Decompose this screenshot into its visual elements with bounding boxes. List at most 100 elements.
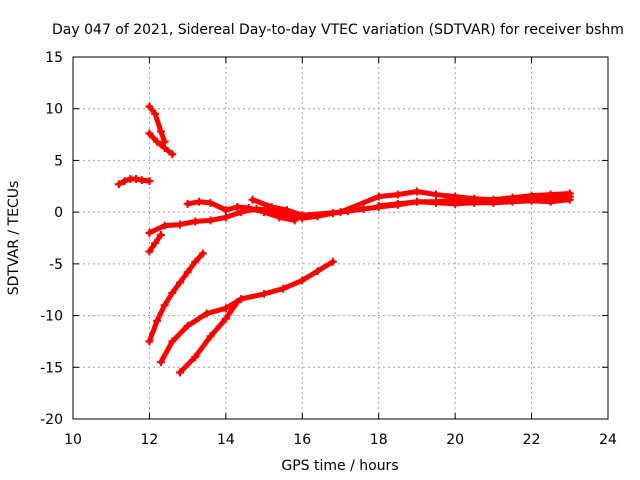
- data-point-marker: [374, 201, 383, 210]
- data-point-marker: [374, 192, 383, 201]
- data-point-marker: [156, 127, 165, 136]
- y-tick-label: 5: [54, 153, 63, 169]
- data-series: [114, 102, 574, 377]
- data-point-marker: [151, 109, 160, 118]
- data-point-marker: [393, 199, 402, 208]
- y-axis-label: SDTVAR / TECUs: [6, 181, 22, 296]
- series-trace: [146, 131, 175, 157]
- x-tick-label: 24: [599, 432, 617, 448]
- series-arc-low-rise: [176, 298, 242, 377]
- data-point-marker: [489, 198, 498, 207]
- x-axis-label: GPS time / hours: [281, 458, 398, 474]
- data-point-marker: [451, 199, 460, 208]
- data-point-marker: [145, 177, 154, 186]
- data-point-marker: [168, 337, 177, 346]
- data-point-marker: [145, 337, 154, 346]
- series-trace: [146, 104, 168, 145]
- data-point-marker: [206, 198, 215, 207]
- data-point-marker: [432, 198, 441, 207]
- series-arc-high-decay: [145, 129, 177, 159]
- series-arc-late-upper: [248, 187, 574, 220]
- y-tick-label: 15: [45, 50, 63, 66]
- data-point-marker: [298, 211, 307, 220]
- data-point-marker: [206, 216, 215, 225]
- data-point-marker: [267, 202, 276, 211]
- data-point-marker: [359, 205, 368, 214]
- data-point-marker: [168, 288, 177, 297]
- data-point-marker: [191, 217, 200, 226]
- y-tick-label: -5: [49, 257, 63, 273]
- x-tick-label: 14: [217, 432, 235, 448]
- data-point-marker: [233, 298, 242, 307]
- data-point-marker: [221, 314, 230, 323]
- series-arc-steep-rise: [145, 249, 207, 346]
- data-point-marker: [191, 257, 200, 266]
- chart-title: Day 047 of 2021, Sidereal Day-to-day VTE…: [52, 22, 624, 38]
- series-arc-early-cluster: [114, 175, 154, 189]
- data-point-marker: [508, 197, 517, 206]
- data-point-marker: [470, 198, 479, 207]
- y-tick-label: 10: [45, 102, 63, 118]
- data-point-marker: [153, 137, 162, 146]
- x-tick-label: 10: [64, 432, 82, 448]
- data-point-marker: [412, 187, 421, 196]
- data-point-marker: [565, 195, 574, 204]
- data-point-marker: [393, 190, 402, 199]
- data-point-marker: [120, 177, 129, 186]
- data-point-marker: [176, 368, 184, 377]
- data-point-marker: [114, 180, 123, 189]
- x-tick-label: 18: [370, 432, 388, 448]
- grid-lines: [73, 57, 608, 419]
- series-trace: [250, 189, 573, 218]
- data-point-marker: [290, 216, 299, 225]
- data-point-marker: [328, 257, 337, 266]
- data-point-marker: [156, 358, 165, 367]
- y-tick-label: -20: [40, 412, 63, 428]
- series-arc-late-lower: [374, 195, 574, 210]
- y-tick-label: 0: [54, 205, 63, 221]
- data-point-marker: [191, 352, 200, 361]
- data-point-marker: [298, 276, 307, 285]
- data-point-marker: [153, 316, 162, 325]
- data-point-marker: [145, 102, 154, 111]
- data-point-marker: [145, 228, 154, 237]
- data-point-marker: [546, 190, 555, 199]
- data-point-marker: [283, 206, 291, 215]
- axis-ticks: [72, 56, 609, 420]
- data-point-marker: [176, 220, 184, 229]
- data-point-marker: [198, 249, 207, 258]
- data-point-marker: [132, 175, 141, 184]
- series-arc-high-short: [145, 102, 169, 146]
- data-point-marker: [233, 202, 242, 211]
- data-point-marker: [221, 213, 230, 222]
- data-point-marker: [248, 195, 257, 204]
- data-point-marker: [160, 301, 169, 310]
- y-tick-labels: -20 -15 -10 -5 0 5 10 15: [40, 50, 63, 428]
- x-tick-label: 12: [141, 432, 159, 448]
- data-point-marker: [336, 208, 345, 217]
- data-point-marker: [206, 332, 215, 341]
- series-trace: [146, 251, 206, 344]
- data-point-marker: [195, 197, 204, 206]
- data-point-marker: [412, 197, 421, 206]
- data-point-marker: [221, 304, 230, 313]
- data-point-marker: [145, 247, 154, 256]
- x-tick-labels: 10 12 14 16 18 20 22 24: [64, 432, 617, 448]
- data-point-marker: [221, 206, 230, 215]
- data-point-marker: [202, 309, 211, 318]
- data-point-marker: [137, 176, 146, 185]
- data-point-marker: [432, 190, 441, 199]
- data-point-marker: [546, 197, 555, 206]
- series-arc-mid-rise: [156, 257, 337, 367]
- data-point-marker: [160, 144, 169, 153]
- y-tick-label: -15: [40, 360, 63, 376]
- x-tick-label: 20: [446, 432, 464, 448]
- plot-frame: [72, 56, 609, 420]
- data-point-marker: [145, 129, 154, 138]
- data-point-marker: [527, 196, 536, 205]
- data-point-marker: [260, 289, 269, 298]
- x-tick-label: 22: [523, 432, 541, 448]
- data-point-marker: [183, 268, 192, 277]
